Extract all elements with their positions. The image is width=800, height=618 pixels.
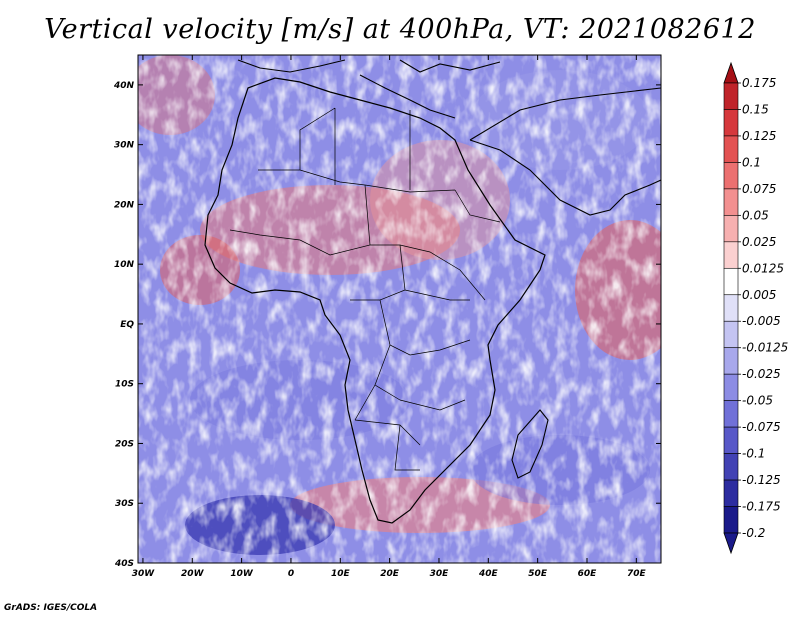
colorbar-swatch <box>723 453 739 481</box>
colorbar-label: 0.005 <box>742 288 776 302</box>
colorbar-swatch <box>723 479 739 507</box>
lon-label: 20E <box>380 569 400 579</box>
lon-label: 70E <box>627 569 647 579</box>
colorbar-label: 0.0125 <box>742 261 784 275</box>
lon-label: 0 <box>288 569 294 579</box>
country-borders <box>229 107 501 471</box>
colorbar-label: -0.2 <box>742 526 765 540</box>
colorbar-swatch <box>723 109 739 137</box>
lon-label: 20W <box>181 569 205 579</box>
colorbar-label: 0.175 <box>742 76 776 90</box>
colorbar-label: -0.05 <box>742 394 773 408</box>
colorbar-swatch <box>723 188 739 216</box>
mediterranean-coastline <box>237 59 501 119</box>
lat-label: 20N <box>114 200 135 210</box>
arabia-coastline <box>469 87 661 216</box>
colorbar-swatch <box>723 347 739 375</box>
lon-label: 40E <box>478 569 499 579</box>
lon-label: 50E <box>528 569 548 579</box>
lat-label: 40N <box>113 81 135 91</box>
field-texture <box>138 55 661 563</box>
lat-label: 30N <box>114 141 135 151</box>
colorbar-label: -0.175 <box>742 500 781 514</box>
map-title: Vertical velocity [m/s] at 400hPa, VT: 2… <box>44 14 756 45</box>
colorbar-label: -0.1 <box>742 447 765 461</box>
lon-label: 60E <box>578 569 598 579</box>
colorbar-label: 0.075 <box>742 182 776 196</box>
colorbar-label: 0.15 <box>742 102 769 116</box>
credit-label: GrADS: IGES/COLA <box>4 603 98 613</box>
colorbar-swatch <box>723 241 739 269</box>
colorbar-label: 0.1 <box>742 155 761 169</box>
colorbar-label: 0.025 <box>742 235 776 249</box>
colorbar-swatch <box>723 426 739 454</box>
colorbar-bottom-arrow <box>723 532 739 555</box>
lon-label: 30W <box>132 569 156 579</box>
colorbar: 0.175 0.15 0.125 0.1 0.075 0.05 0.025 0.0125 0.0… <box>723 61 788 555</box>
lon-label: 10E <box>331 569 351 579</box>
velocity-field <box>138 55 661 563</box>
colorbar-swatch <box>723 294 739 322</box>
colorbar-swatch <box>723 135 739 163</box>
colorbar-swatch <box>723 506 739 534</box>
colorbar-label: -0.125 <box>742 473 781 487</box>
colorbar-swatch <box>723 400 739 428</box>
lat-label: 40S <box>114 559 134 569</box>
map-frame <box>137 54 662 564</box>
lon-label: 10W <box>230 569 254 579</box>
lat-label: 20S <box>115 439 134 449</box>
colorbar-swatch <box>723 82 739 110</box>
colorbar-label: -0.025 <box>742 367 781 381</box>
colorbar-label: 0.05 <box>742 208 769 222</box>
africa-coastline <box>204 77 546 524</box>
lat-label: 10N <box>114 260 135 270</box>
madagascar-coastline <box>511 409 549 479</box>
lat-label: EQ <box>120 320 134 330</box>
colorbar-swatch <box>723 373 739 401</box>
colorbar-label: -0.0125 <box>742 341 788 355</box>
colorbar-swatch <box>723 162 739 190</box>
lon-label: 30E <box>430 569 450 579</box>
colorbar-top-arrow <box>723 61 739 84</box>
colorbar-label: 0.125 <box>742 129 776 143</box>
lat-label: 30S <box>115 499 134 509</box>
lat-label: 10S <box>115 380 134 390</box>
colorbar-swatch <box>723 267 739 296</box>
colorbar-swatch <box>723 320 739 349</box>
colorbar-swatch <box>723 215 739 243</box>
colorbar-label: -0.075 <box>742 420 781 434</box>
colorbar-label: -0.005 <box>742 314 781 328</box>
